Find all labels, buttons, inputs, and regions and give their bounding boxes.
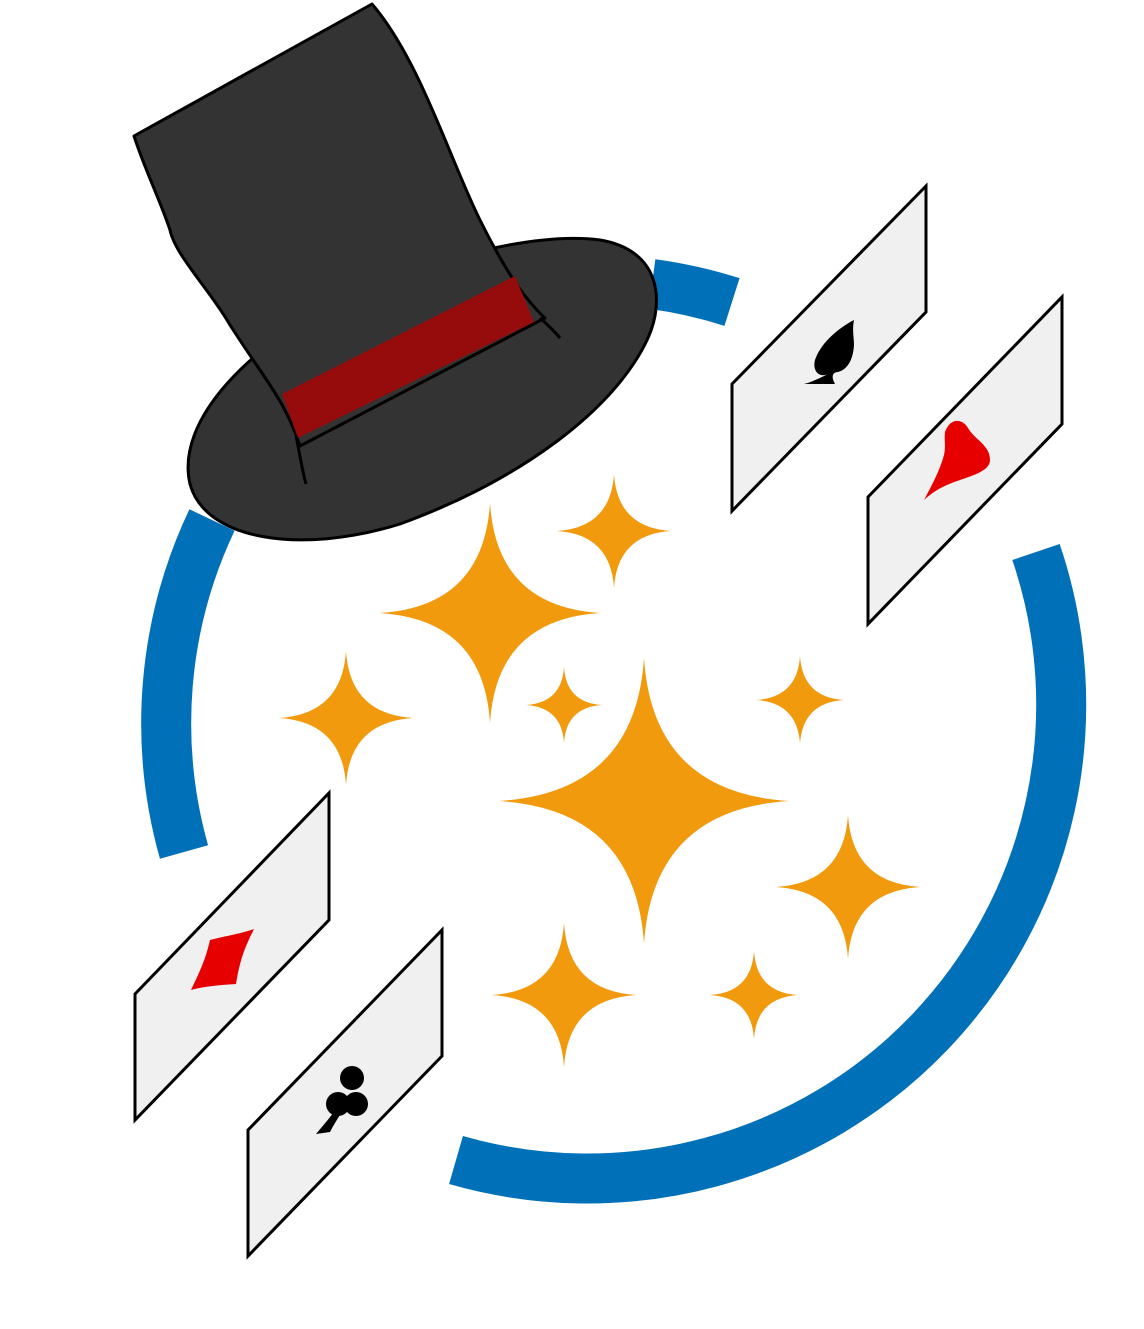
sparkle-icon bbox=[499, 658, 789, 944]
ring-arc-right bbox=[449, 543, 1087, 1204]
hat-crease bbox=[539, 316, 562, 339]
club-icon bbox=[316, 1066, 368, 1134]
hat-band bbox=[282, 276, 534, 438]
ring-arc-top bbox=[648, 259, 740, 326]
heart-icon bbox=[924, 420, 990, 500]
heart-card bbox=[866, 293, 1064, 628]
spade-card bbox=[730, 182, 928, 515]
sparkle-icon bbox=[756, 656, 844, 744]
card-face bbox=[246, 926, 444, 1260]
diamond-icon bbox=[191, 929, 254, 990]
sparkle-icon bbox=[526, 667, 602, 743]
hat-crease bbox=[294, 435, 308, 485]
sparkle-icon bbox=[557, 474, 671, 588]
ring-arc-left bbox=[141, 509, 235, 859]
sparkles-group bbox=[279, 474, 920, 1067]
sparkle-icon bbox=[710, 951, 798, 1039]
sparkle-icon bbox=[279, 651, 413, 785]
club-card bbox=[246, 926, 444, 1260]
spade-icon bbox=[803, 320, 854, 384]
sparkle-icon bbox=[492, 923, 636, 1067]
sparkle-icon bbox=[776, 815, 920, 959]
top-hat-icon bbox=[132, 2, 658, 542]
diamond-card bbox=[133, 789, 331, 1124]
